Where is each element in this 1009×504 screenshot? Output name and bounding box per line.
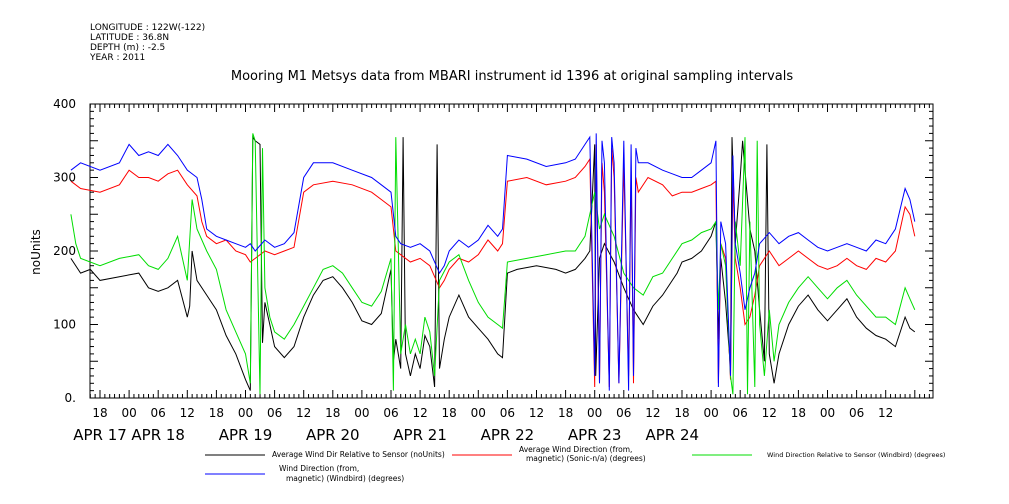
longitude-label: LONGITUDE : 122W(-122) xyxy=(90,23,205,33)
year-label: YEAR : 2011 xyxy=(89,53,145,63)
x-date-label: APR 19 xyxy=(219,426,273,444)
x-hour-label: 00 xyxy=(238,406,253,420)
x-hour-label: 12 xyxy=(762,406,777,420)
x-hour-label: 12 xyxy=(645,406,660,420)
y-tick-label: 100 xyxy=(53,318,76,332)
x-hour-label: 18 xyxy=(325,406,340,420)
x-date-label: APR 22 xyxy=(481,426,535,444)
series-line-0 xyxy=(70,135,916,391)
x-hour-label: 06 xyxy=(151,406,166,420)
series-layer xyxy=(70,133,916,395)
legend-label-blue-line1: Wind Direction (from, xyxy=(279,464,359,473)
x-hour-label: 00 xyxy=(820,406,835,420)
x-hour-label: 12 xyxy=(296,406,311,420)
x-hour-label: 06 xyxy=(616,406,631,420)
series-line-2 xyxy=(70,133,916,395)
ticks-layer xyxy=(89,103,933,399)
legend-label-red-line1: Average Wind Direction (from, xyxy=(519,445,632,454)
x-hour-label: 18 xyxy=(442,406,457,420)
x-hour-label: 00 xyxy=(354,406,369,420)
depth-label: DEPTH (m) : -2.5 xyxy=(90,43,165,53)
legend-label-green: Wind Direction Relative to Sensor (Windb… xyxy=(767,451,945,459)
x-hour-label: 12 xyxy=(878,406,893,420)
x-hour-label: 18 xyxy=(674,406,689,420)
legend-label-black: Average Wind Dir Relative to Sensor (noU… xyxy=(272,450,445,459)
x-date-label: APR 24 xyxy=(646,426,700,444)
labels-layer: 0. 100 200 300 400 18 00 06 12 18 00 06 12 18 00 06 12 18… xyxy=(53,97,893,444)
chart-title: Mooring M1 Metsys data from MBARI instru… xyxy=(231,69,793,84)
x-hour-label: 00 xyxy=(471,406,486,420)
x-hour-label: 00 xyxy=(703,406,718,420)
x-hour-label: 06 xyxy=(733,406,748,420)
plot-frame xyxy=(89,103,934,399)
x-date-label: APR 20 xyxy=(306,426,360,444)
y-tick-label: 400 xyxy=(53,97,76,111)
legend-label-blue-line2: magnetic) (Windbird) (degrees) xyxy=(286,474,404,483)
x-date-label: APR 23 xyxy=(568,426,622,444)
y-tick-label: 200 xyxy=(53,244,76,258)
x-date-label: APR 18 xyxy=(131,426,185,444)
x-hour-label: 12 xyxy=(180,406,195,420)
x-hour-label: 18 xyxy=(92,406,107,420)
x-hour-label: 18 xyxy=(791,406,806,420)
x-hour-label: 18 xyxy=(558,406,573,420)
x-hour-label: 06 xyxy=(849,406,864,420)
y-tick-label: 300 xyxy=(53,171,76,185)
x-date-label: APR 21 xyxy=(393,426,447,444)
legend: Average Wind Dir Relative to Sensor (noU… xyxy=(205,445,945,483)
latitude-label: LATITUDE : 36.8N xyxy=(90,33,169,43)
x-hour-label: 06 xyxy=(383,406,398,420)
x-hour-label: 18 xyxy=(209,406,224,420)
x-hour-label: 00 xyxy=(587,406,602,420)
x-hour-label: 12 xyxy=(412,406,427,420)
x-hour-label: 12 xyxy=(529,406,544,420)
y-axis-label: noUnits xyxy=(29,229,43,275)
x-date-label: APR 17 xyxy=(73,426,127,444)
legend-label-red-line2: magnetic) (Sonic-n/a) (degrees) xyxy=(526,454,646,463)
x-hour-label: 06 xyxy=(500,406,515,420)
series-line-3 xyxy=(70,133,916,391)
x-hour-label: 06 xyxy=(267,406,282,420)
x-hour-label: 00 xyxy=(121,406,136,420)
y-tick-label: 0. xyxy=(65,391,76,405)
